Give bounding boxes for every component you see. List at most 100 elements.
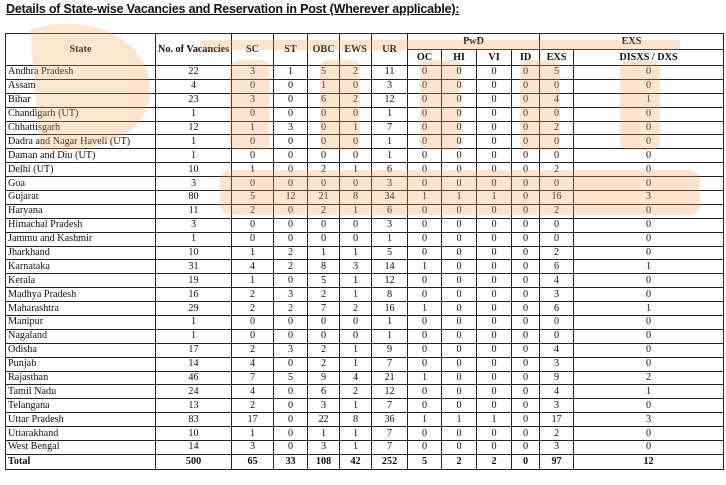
header-state: State xyxy=(5,33,156,66)
cell-sc: 0 xyxy=(231,231,275,247)
cell-oc: 1 xyxy=(407,259,443,275)
cell-id: 0 xyxy=(511,398,541,414)
cell-st: 0 xyxy=(273,176,309,192)
table-row: Punjab 14 4 0 2 1 7 0 0 0 0 3 0 xyxy=(5,356,725,372)
cell-oc: 0 xyxy=(407,106,443,122)
cell-id: 0 xyxy=(511,217,541,233)
cell-st: 0 xyxy=(273,384,309,400)
header-vi: VI xyxy=(476,49,513,66)
cell-sc: 2 xyxy=(231,203,275,219)
cell-st: 0 xyxy=(273,162,309,178)
cell-hi: 0 xyxy=(441,342,478,358)
cell-vi: 0 xyxy=(476,273,513,289)
cell-disxs: 0 xyxy=(573,426,725,442)
cell-obc: 2 xyxy=(307,356,341,372)
header-pwd: PwD xyxy=(407,33,541,50)
table-body: Andhra Pradesh 22 3 1 5 2 11 0 0 0 0 5 0 Assam 4 0 0 1 0 3 0… xyxy=(5,65,725,470)
cell-sc: 3 xyxy=(231,65,275,80)
cell-ur: 1 xyxy=(371,134,409,150)
cell-exs: 4 xyxy=(539,92,575,108)
cell-disxs: 12 xyxy=(573,453,725,470)
cell-obc: 0 xyxy=(307,328,341,344)
cell-hi: 0 xyxy=(441,120,478,136)
cell-state: Tamil Nadu xyxy=(5,384,156,400)
cell-obc: 21 xyxy=(307,190,341,205)
header-oc: OC xyxy=(407,49,443,66)
cell-id: 0 xyxy=(511,120,541,136)
cell-ews: 3 xyxy=(339,259,373,275)
cell-obc: 5 xyxy=(307,273,341,289)
cell-st: 0 xyxy=(273,398,309,414)
cell-vi: 0 xyxy=(476,301,513,317)
cell-vi: 0 xyxy=(476,398,513,414)
cell-state: Goa xyxy=(5,176,156,192)
cell-sc: 0 xyxy=(231,134,275,150)
cell-hi: 0 xyxy=(441,356,478,372)
cell-sc: 17 xyxy=(231,412,275,428)
cell-oc: 1 xyxy=(407,301,443,317)
cell-obc: 1 xyxy=(307,78,341,94)
cell-oc: 0 xyxy=(407,245,443,261)
cell-disxs: 0 xyxy=(573,273,725,289)
cell-disxs: 0 xyxy=(573,162,725,178)
cell-id: 0 xyxy=(511,176,541,192)
cell-state: Assam xyxy=(5,78,156,94)
cell-state: Chandigarh (UT) xyxy=(5,106,156,122)
header-exs-group: EXS xyxy=(539,33,725,50)
cell-oc: 0 xyxy=(407,162,443,178)
cell-st: 0 xyxy=(273,203,309,219)
cell-obc: 2 xyxy=(307,287,341,303)
cell-exs: 17 xyxy=(539,412,575,428)
header-exs: EXS xyxy=(539,49,575,66)
cell-oc: 1 xyxy=(407,370,443,386)
cell-id: 0 xyxy=(511,148,541,164)
cell-disxs: 0 xyxy=(573,148,725,164)
cell-hi: 0 xyxy=(441,273,478,289)
cell-ur: 6 xyxy=(371,203,409,219)
vacancy-table: State No. of Vacancies SC ST OBC EWS UR … xyxy=(5,33,725,470)
cell-hi: 2 xyxy=(441,453,478,470)
cell-exs: 3 xyxy=(539,440,575,455)
cell-disxs: 3 xyxy=(573,190,725,205)
cell-obc: 8 xyxy=(307,259,341,275)
cell-disxs: 1 xyxy=(573,92,725,108)
cell-ews: 1 xyxy=(339,440,373,455)
cell-state: Kerala xyxy=(5,273,156,289)
cell-hi: 0 xyxy=(441,203,478,219)
cell-vi: 0 xyxy=(476,162,513,178)
cell-vacancies: 17 xyxy=(154,342,233,358)
cell-vi: 0 xyxy=(476,78,513,94)
cell-vi: 0 xyxy=(476,92,513,108)
table-row: Karnataka 31 4 2 8 3 14 1 0 0 0 6 1 xyxy=(5,259,725,275)
table-row: Madhya Pradesh 16 2 3 2 1 8 0 0 0 0 3 0 xyxy=(5,287,725,303)
cell-state: Rajasthan xyxy=(5,370,156,386)
cell-exs: 3 xyxy=(539,287,575,303)
cell-ur: 3 xyxy=(371,217,409,233)
cell-obc: 108 xyxy=(307,453,341,470)
cell-vacancies: 1 xyxy=(154,231,233,247)
cell-hi: 0 xyxy=(441,162,478,178)
cell-st: 2 xyxy=(273,245,309,261)
cell-st: 0 xyxy=(273,328,309,344)
cell-disxs: 1 xyxy=(573,259,725,275)
cell-obc: 0 xyxy=(307,315,341,330)
cell-ur: 7 xyxy=(371,120,409,136)
cell-vacancies: 23 xyxy=(154,92,233,108)
cell-hi: 0 xyxy=(441,301,478,317)
cell-sc: 3 xyxy=(231,92,275,108)
cell-ews: 1 xyxy=(339,203,373,219)
cell-state: Uttar Pradesh xyxy=(5,412,156,428)
cell-st: 5 xyxy=(273,370,309,386)
cell-vacancies: 31 xyxy=(154,259,233,275)
cell-ur: 252 xyxy=(371,453,409,470)
cell-id: 0 xyxy=(511,245,541,261)
cell-hi: 0 xyxy=(441,106,478,122)
table-row: Tamil Nadu 24 4 0 6 2 12 0 0 0 0 4 1 xyxy=(5,384,725,400)
cell-sc: 3 xyxy=(231,440,275,455)
cell-vacancies: 14 xyxy=(154,356,233,372)
cell-ur: 34 xyxy=(371,190,409,205)
cell-id: 0 xyxy=(511,384,541,400)
cell-obc: 3 xyxy=(307,440,341,455)
cell-exs: 0 xyxy=(539,231,575,247)
cell-exs: 97 xyxy=(539,453,575,470)
